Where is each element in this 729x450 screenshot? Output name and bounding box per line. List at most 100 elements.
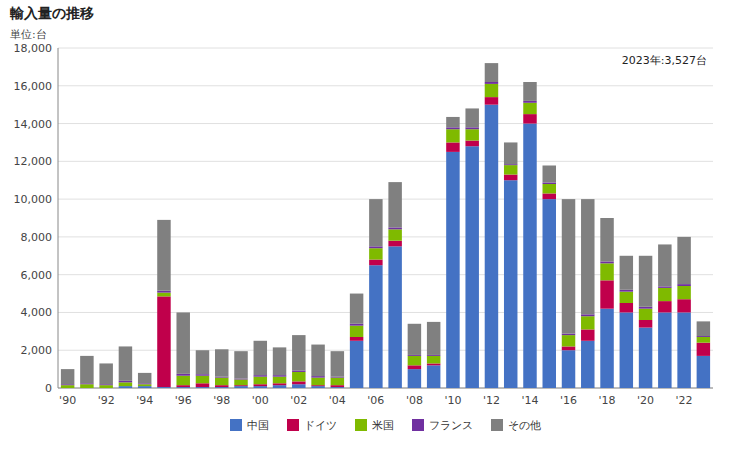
bar: [600, 280, 613, 308]
legend-label: その他: [508, 419, 541, 432]
grid-line: [58, 199, 713, 200]
bar: [369, 260, 382, 266]
bar: [388, 241, 401, 247]
x-tick-label: '00: [252, 394, 269, 407]
bar: [408, 365, 421, 369]
bar: [677, 312, 690, 388]
bar: [196, 350, 209, 374]
legend-item: その他: [491, 419, 541, 432]
bar: [485, 84, 498, 97]
title: 輸入量の推移: [9, 5, 94, 21]
x-axis-line: [58, 388, 713, 389]
bar: [273, 347, 286, 375]
y-tick-label: 18,000: [14, 42, 53, 55]
bar: [446, 152, 459, 388]
bar: [658, 301, 671, 312]
bar: [504, 175, 517, 181]
bar: [427, 363, 440, 365]
bar: [254, 375, 267, 377]
bar: [388, 182, 401, 227]
bar: [273, 377, 286, 384]
bar: [620, 303, 633, 312]
bar: [543, 199, 556, 388]
bar: [581, 314, 594, 316]
bar: [61, 369, 74, 384]
bar: [215, 349, 228, 376]
bar: [176, 374, 189, 376]
legend-item: フランス: [412, 419, 473, 432]
bar: [600, 218, 613, 261]
legend-label: 中国: [247, 419, 269, 432]
x-tick-label: '94: [136, 394, 153, 407]
legend-swatch: [491, 419, 503, 431]
y-tick-label: 2,000: [21, 344, 53, 357]
bar: [408, 356, 421, 365]
bar: [388, 227, 401, 229]
grid-line: [58, 312, 713, 313]
series: [61, 63, 710, 384]
bar: [331, 378, 344, 386]
bar: [427, 356, 440, 364]
grid: [58, 48, 713, 388]
bar: [369, 246, 382, 248]
bar: [620, 256, 633, 290]
bar: [427, 322, 440, 355]
bar: [176, 312, 189, 373]
bar: [543, 184, 556, 193]
bar: [292, 370, 305, 372]
bar: [485, 63, 498, 82]
bar: [677, 237, 690, 284]
bar: [254, 341, 267, 375]
bar: [523, 82, 536, 101]
bar: [99, 385, 112, 388]
bar: [196, 376, 209, 384]
bar: [311, 345, 324, 377]
bar: [600, 309, 613, 388]
bar: [369, 199, 382, 246]
bar: [677, 284, 690, 286]
bar: [562, 346, 575, 350]
bar: [485, 97, 498, 105]
grid-line: [58, 236, 713, 237]
x-tick-label: '14: [521, 394, 538, 407]
bar: [292, 372, 305, 381]
legend-swatch: [230, 419, 242, 431]
bar: [465, 146, 478, 388]
bar: [581, 329, 594, 340]
bar: [600, 261, 613, 263]
bar: [504, 180, 517, 388]
y-tick-label: 14,000: [14, 118, 53, 131]
x-tick-label: '08: [406, 394, 423, 407]
y-tick-label: 16,000: [14, 80, 53, 93]
bar: [446, 117, 459, 127]
bar: [504, 165, 517, 174]
bar: [119, 381, 132, 383]
series: [119, 105, 710, 388]
bar: [485, 82, 498, 84]
bar: [620, 290, 633, 292]
bar: [119, 382, 132, 386]
bar: [639, 309, 652, 320]
x-tick-label: '04: [329, 394, 346, 407]
grid-line: [58, 388, 713, 389]
x-tick-label: '90: [59, 394, 76, 407]
legend-item: ドイツ: [287, 419, 337, 432]
grid-line: [58, 274, 713, 275]
legend-label: フランス: [429, 419, 473, 432]
y-tick-label: 12,000: [14, 155, 53, 168]
bar: [196, 383, 209, 387]
bar: [138, 373, 151, 383]
bar: [331, 385, 344, 387]
grid-line: [58, 85, 713, 86]
axes: 02,0004,0006,0008,00010,00012,00014,0001…: [14, 42, 714, 407]
x-tick-label: '20: [637, 394, 654, 407]
bar: [523, 101, 536, 103]
annotation: 2023年:3,527台: [622, 54, 707, 67]
bar: [504, 142, 517, 164]
bar: [658, 286, 671, 288]
bar: [677, 286, 690, 299]
y-tick-label: 8,000: [21, 231, 53, 244]
bars: [61, 63, 710, 388]
series: [61, 82, 710, 385]
chart: 02,0004,0006,0008,00010,00012,00014,0001…: [0, 0, 729, 450]
